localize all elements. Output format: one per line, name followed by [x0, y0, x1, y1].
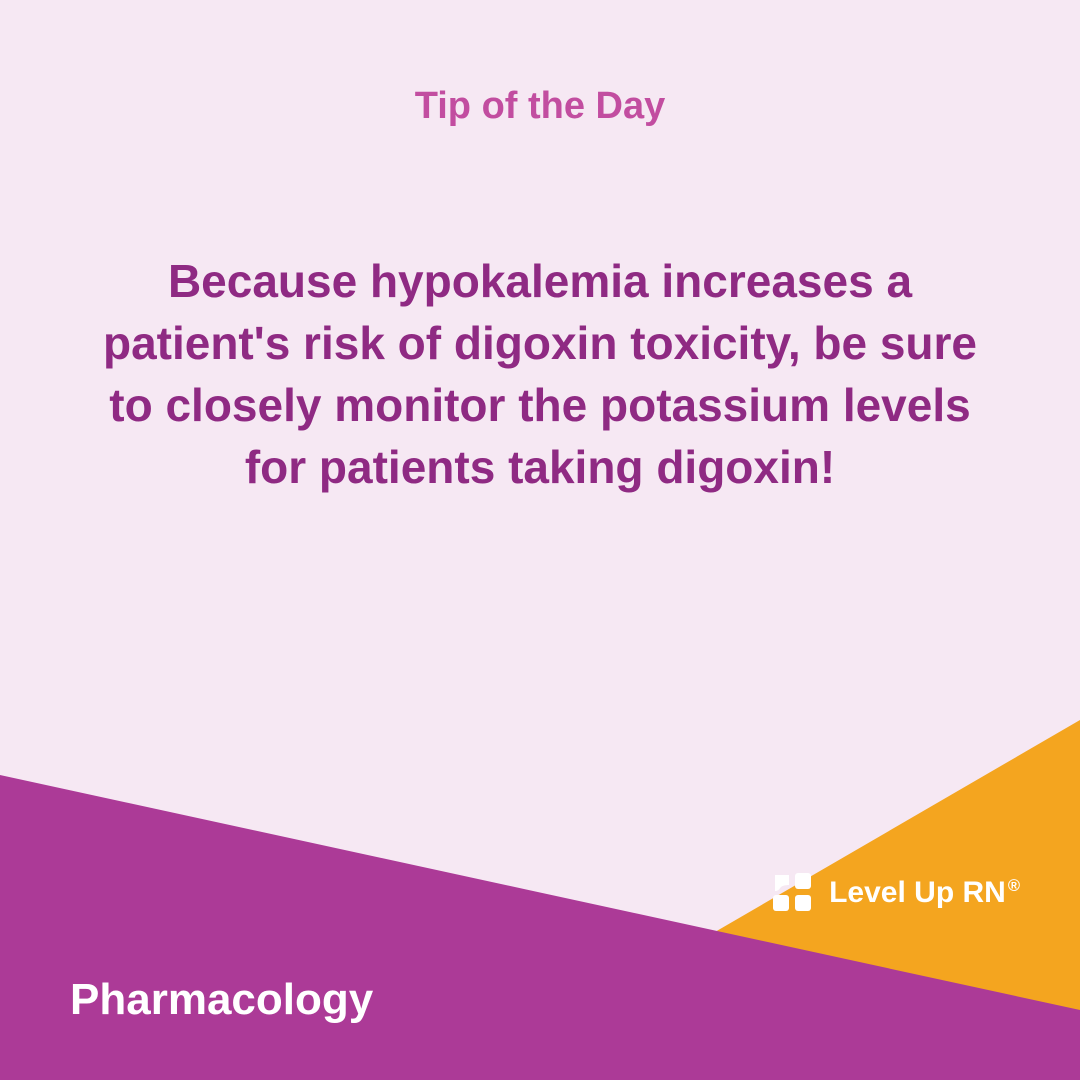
brand-name: Level Up RN®: [829, 876, 1020, 910]
tip-heading: Tip of the Day: [0, 85, 1080, 128]
brand-lockup: Level Up RN®: [771, 871, 1020, 915]
category-label: Pharmacology: [70, 975, 373, 1025]
tip-card: Tip of the Day Because hypokalemia incre…: [0, 0, 1080, 1080]
brand-name-text: Level Up RN: [829, 876, 1006, 909]
leveluprn-logo-icon: [771, 871, 815, 915]
purple-triangle: [0, 775, 1080, 1080]
decorative-triangles: [0, 0, 1080, 1080]
registered-mark: ®: [1008, 877, 1020, 895]
tip-body: Because hypokalemia increases a patient'…: [80, 250, 1000, 498]
